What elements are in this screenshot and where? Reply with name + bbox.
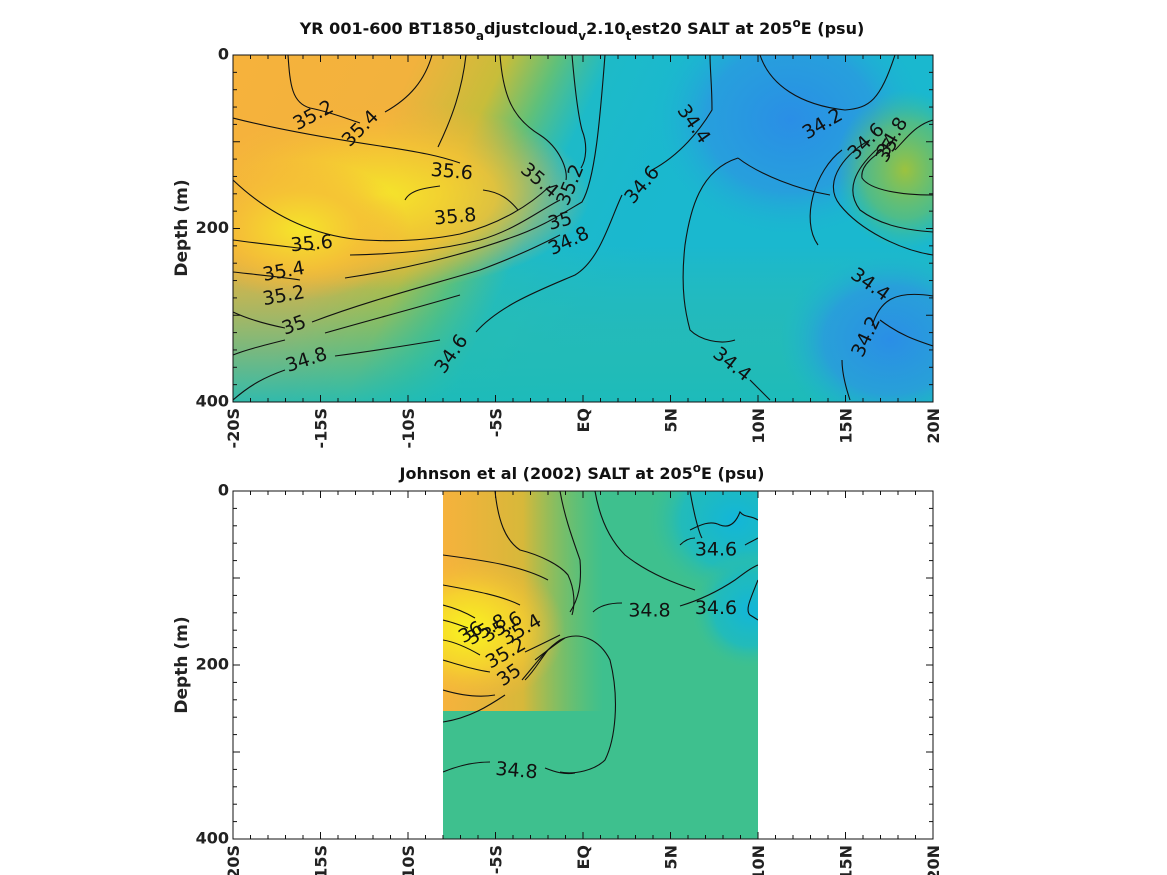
contour-label: 34.6: [695, 539, 737, 561]
x-tick-label: 20N: [924, 408, 943, 444]
x-tick-label: EQ: [574, 408, 593, 433]
y-axis-label: Depth (m): [172, 616, 192, 713]
title-part: YR 001-600 BT1850: [299, 19, 476, 38]
title-part: E (psu): [801, 19, 865, 38]
contour-label: 35.6: [290, 231, 334, 257]
title-part: t: [626, 29, 632, 43]
title-part: djustcloud: [484, 19, 578, 38]
contour-label: 35.6: [430, 159, 474, 185]
title-part: a: [476, 29, 484, 43]
x-tick-label: 5N: [662, 408, 681, 433]
x-tick-label: 15N: [837, 845, 856, 875]
title-part: est20 SALT at 205: [631, 19, 792, 38]
y-tick-label: 0: [218, 481, 229, 500]
y-tick-label: 400: [196, 829, 229, 848]
y-tick-labels: 0 200 400: [196, 45, 229, 411]
contour-label: 34.8: [495, 758, 539, 784]
x-tick-labels: -20S -15S -10S -5S EQ 5N 10N 15N 20N: [224, 845, 943, 875]
title-part: v: [578, 29, 586, 43]
contour-label: 34.6: [695, 597, 737, 619]
x-tick-label: 5N: [662, 845, 681, 870]
x-tick-label: 10N: [749, 408, 768, 444]
chart-title: YR 001-600 BT1850adjustcloudv2.10test20 …: [299, 16, 865, 43]
contour-lines: [443, 491, 758, 775]
x-tick-label: -5S: [487, 845, 506, 874]
contour-label: 34.8: [628, 600, 670, 622]
x-tick-label: -5S: [487, 408, 506, 437]
title-part: E (psu): [701, 464, 765, 483]
title-part: o: [693, 461, 701, 475]
y-tick-label: 0: [218, 45, 229, 64]
x-tick-label: EQ: [574, 845, 593, 870]
minor-ticks: [232, 54, 934, 403]
contour-label: 35.8: [433, 204, 477, 230]
y-tick-label: 200: [196, 655, 229, 674]
x-tick-labels: -20S -15S -10S -5S EQ 5N 10N 15N 20N: [224, 408, 943, 448]
title-part: Johnson et al (2002) SALT at 205: [399, 464, 693, 483]
title-part: 2.10: [586, 19, 625, 38]
y-tick-label: 200: [196, 218, 229, 237]
y-tick-labels: 0 200 400: [196, 481, 229, 848]
model-salt-panel: 35.2 35.435.6 35.435.235.835.63534.834.634…: [172, 16, 943, 448]
contour-lines: [233, 55, 933, 401]
minor-ticks: [232, 490, 934, 840]
x-tick-label: -10S: [399, 408, 418, 448]
x-tick-label: 10N: [749, 845, 768, 875]
x-tick-label: -20S: [224, 845, 243, 875]
y-tick-label: 400: [196, 392, 229, 411]
x-tick-label: -15S: [312, 408, 331, 448]
x-tick-label: -10S: [399, 845, 418, 875]
x-tick-label: -20S: [224, 408, 243, 448]
x-tick-label: 20N: [924, 845, 943, 875]
x-tick-label: -15S: [312, 845, 331, 875]
y-axis-label: Depth (m): [172, 179, 192, 276]
chart-title: Johnson et al (2002) SALT at 205oE (psu): [399, 461, 765, 483]
x-tick-label: 15N: [837, 408, 856, 444]
title-part: o: [793, 16, 801, 30]
